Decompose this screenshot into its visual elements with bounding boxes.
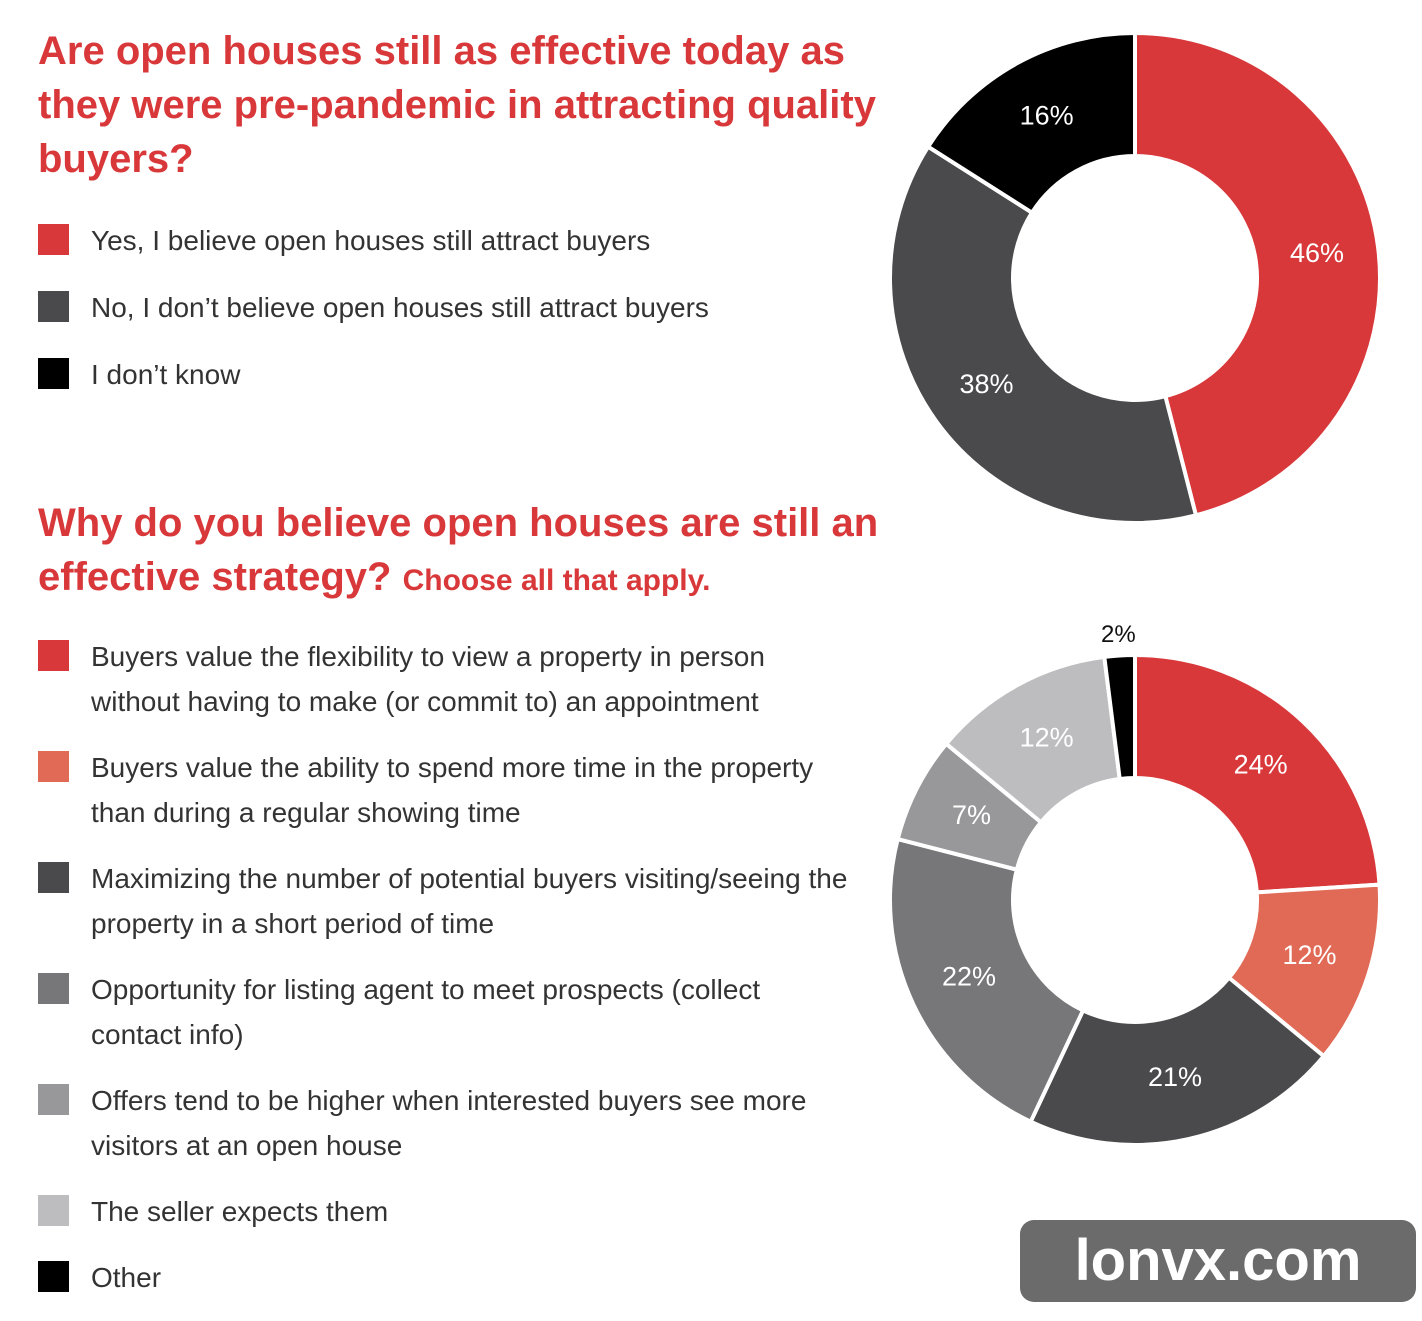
legend-label: Other <box>91 1262 162 1293</box>
legend-label: No, I don’t believe open houses still at… <box>91 292 709 323</box>
data-label: 7% <box>952 800 991 830</box>
legend-swatch <box>38 1195 69 1226</box>
chart-title-block: Why do you believe open houses are still… <box>38 496 938 608</box>
legend: Buyers value the flexibility to view a p… <box>38 634 851 1321</box>
legend-swatch <box>38 224 69 255</box>
legend-item: Opportunity for listing agent to meet pr… <box>38 967 851 1057</box>
legend-item: Offers tend to be higher when interested… <box>38 1078 851 1168</box>
legend-item: No, I don’t believe open houses still at… <box>38 285 709 330</box>
data-label: 46% <box>1290 238 1344 268</box>
legend-swatch <box>38 973 69 1004</box>
donut-segment <box>1102 652 1137 782</box>
chart-title: Are open houses still as effective today… <box>38 29 876 181</box>
data-label: 22% <box>942 961 996 991</box>
legend-label: Opportunity for listing agent to meet pr… <box>91 974 761 1050</box>
donut-segment <box>1133 652 1382 895</box>
legend-swatch <box>38 1261 69 1292</box>
donut-segment <box>943 654 1122 826</box>
data-label: 24% <box>1234 749 1288 779</box>
donut-segment <box>925 30 1137 216</box>
data-label: 12% <box>1282 940 1336 970</box>
donut-segment <box>1133 30 1382 518</box>
legend-item: Yes, I believe open houses still attract… <box>38 218 709 263</box>
legend: Yes, I believe open houses still attract… <box>38 218 709 419</box>
legend-swatch <box>38 640 69 671</box>
data-label: 16% <box>1020 100 1074 130</box>
data-label: 2% <box>1101 621 1136 648</box>
donut-segment <box>1028 974 1327 1147</box>
legend-label: Offers tend to be higher when interested… <box>91 1085 807 1161</box>
legend-item: I don’t know <box>38 352 709 397</box>
legend-item: Buyers value the ability to spend more t… <box>38 745 851 835</box>
legend-item: Buyers value the flexibility to view a p… <box>38 634 851 724</box>
legend-item: Other <box>38 1255 851 1300</box>
donut-segment <box>1226 882 1382 1059</box>
legend-item: Maximizing the number of potential buyer… <box>38 856 851 946</box>
legend-swatch <box>38 291 69 322</box>
data-label: 12% <box>1020 722 1074 752</box>
watermark: lonvx.com <box>1020 1220 1416 1302</box>
legend-label: Buyers value the flexibility to view a p… <box>91 641 765 717</box>
legend-label: The seller expects them <box>91 1196 389 1227</box>
legend-label: I don’t know <box>91 359 241 390</box>
legend-item: The seller expects them <box>38 1189 851 1234</box>
donut-segment <box>888 143 1199 525</box>
data-label: 38% <box>960 369 1014 399</box>
chart-title: Why do you believe open houses are still… <box>38 501 879 599</box>
legend-swatch <box>38 1084 69 1115</box>
chart-subtitle: Choose all that apply. <box>402 564 711 597</box>
legend-label: Yes, I believe open houses still attract… <box>91 225 651 256</box>
data-label: 21% <box>1148 1062 1202 1092</box>
donut-segment <box>888 836 1086 1125</box>
legend-swatch <box>38 358 69 389</box>
legend-swatch <box>38 751 69 782</box>
legend-swatch <box>38 862 69 893</box>
legend-label: Maximizing the number of potential buyer… <box>91 863 848 939</box>
legend-label: Buyers value the ability to spend more t… <box>91 752 814 828</box>
